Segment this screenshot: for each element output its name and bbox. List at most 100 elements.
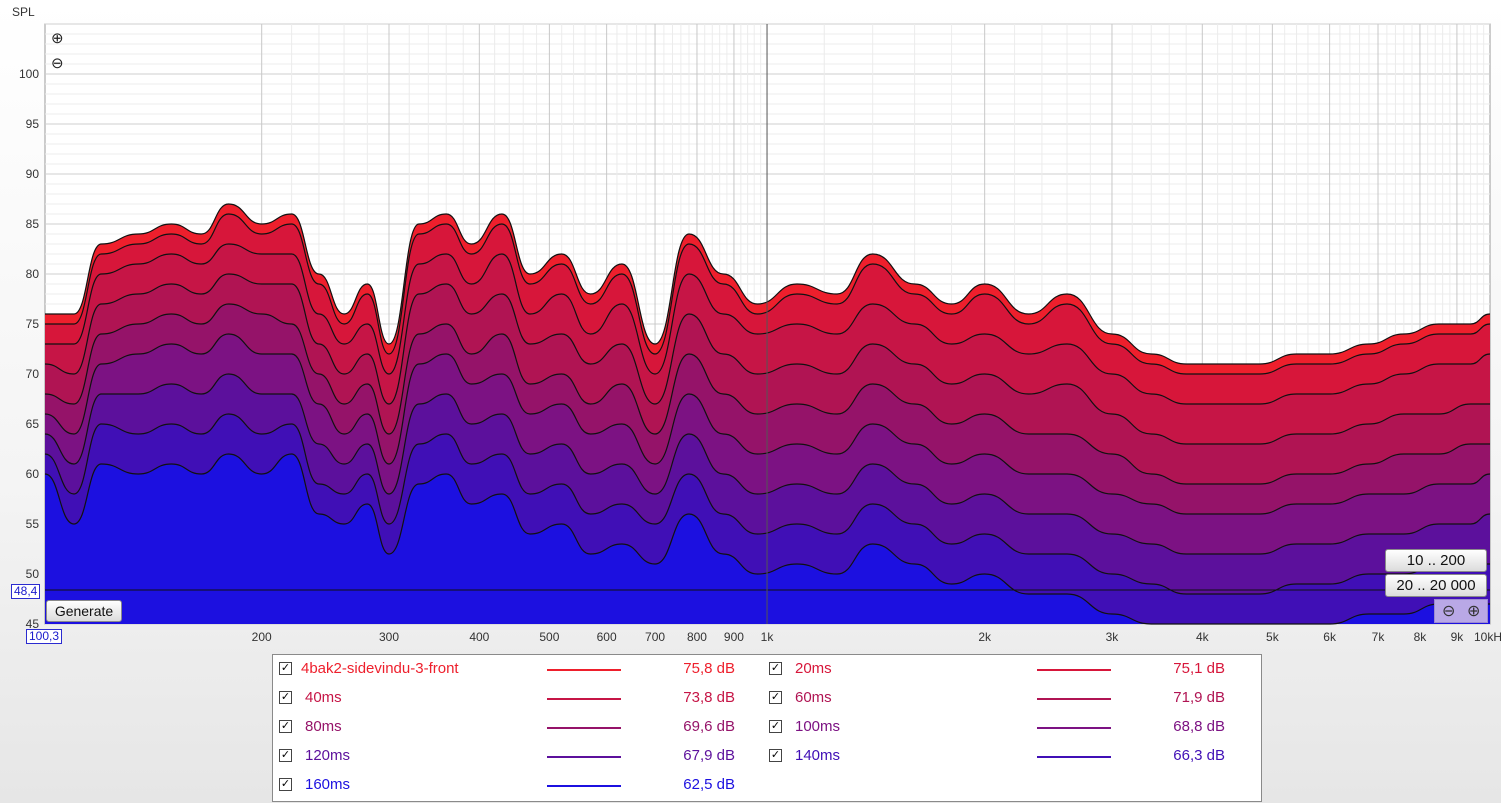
legend-series-name: 100ms (795, 718, 841, 735)
x-zoom-controls: ⊖ ⊕ (1434, 599, 1488, 623)
legend-item[interactable]: ✓ 40ms 73,8 dB (279, 689, 759, 709)
legend-item[interactable]: ✓ 80ms 69,6 dB (279, 718, 759, 738)
legend-checkbox[interactable]: ✓ (769, 662, 782, 675)
legend-series-name: 20ms (795, 660, 832, 677)
cursor-y-value: 48,4 (11, 584, 41, 599)
range-20-20000-button[interactable]: 20 .. 20 000 (1385, 574, 1487, 597)
legend-swatch (547, 785, 621, 787)
legend-checkbox[interactable]: ✓ (279, 749, 292, 762)
legend-item[interactable]: ✓ 60ms 71,9 dB (769, 689, 1249, 709)
y-tick-label: 60 (26, 467, 40, 481)
y-tick-label: 55 (26, 517, 40, 531)
legend-swatch (1037, 756, 1111, 758)
x-zoom-in-icon[interactable]: ⊕ (1467, 603, 1481, 620)
x-tick-label: 600 (597, 630, 617, 644)
x-tick-label: 1k (761, 630, 775, 644)
series-line-60ms (44, 273, 1490, 445)
legend-series-name: 40ms (305, 689, 342, 706)
legend-swatch (547, 727, 621, 729)
x-tick-label: 800 (687, 630, 707, 644)
legend-swatch (547, 698, 621, 700)
y-tick-label: 50 (26, 567, 40, 581)
legend-level-value: 69,6 dB (683, 718, 735, 735)
legend-item[interactable]: ✓ 20ms 75,1 dB (769, 660, 1249, 680)
legend-swatch (547, 669, 621, 671)
series-line-4bak2-sidevindu-3-front (45, 203, 1491, 365)
y-axis: 100 95 90 85 80 75 70 65 60 55 50 45 (19, 67, 39, 631)
legend-item[interactable]: ✓ 160ms 62,5 dB (279, 776, 759, 796)
x-tick-label: 400 (469, 630, 489, 644)
zoom-out-icon[interactable]: ⊖ (51, 55, 64, 72)
x-tick-label: 9k (1451, 630, 1465, 644)
legend-checkbox[interactable]: ✓ (279, 691, 292, 704)
series-line-40ms (44, 243, 1491, 405)
legend-series-name: 60ms (795, 689, 832, 706)
legend-item[interactable]: ✓ 140ms 66,3 dB (769, 747, 1249, 767)
legend-level-value: 67,9 dB (683, 747, 735, 764)
legend-series-name: 120ms (305, 747, 351, 764)
series-line-160ms (44, 453, 1490, 625)
legend: ✓ 4bak2-sidevindu-3-front 75,8 dB ✓ 20ms 75,1… (272, 654, 1262, 802)
x-zoom-out-icon[interactable]: ⊖ (1442, 603, 1456, 620)
legend-checkbox[interactable]: ✓ (279, 778, 292, 791)
legend-level-value: 71,9 dB (1173, 689, 1225, 706)
spectral-decay-chart[interactable]: 200 300 400 500 600 700 800 900 1k 2k 3k 4k 5k 6k 7k 8k… (0, 0, 1501, 650)
legend-swatch (547, 756, 621, 758)
legend-swatch (1037, 669, 1111, 671)
y-tick-label: 80 (26, 267, 40, 281)
legend-swatch (1037, 727, 1111, 729)
range-10-200-button[interactable]: 10 .. 200 (1385, 549, 1487, 572)
x-axis: 200 300 400 500 600 700 800 900 1k 2k 3k 4k 5k 6k 7k 8k… (252, 630, 1501, 644)
x-tick-label: 7k (1372, 630, 1386, 644)
legend-level-value: 73,8 dB (683, 689, 735, 706)
legend-level-value: 75,8 dB (683, 660, 735, 677)
zoom-in-icon[interactable]: ⊕ (51, 30, 64, 47)
y-tick-label: 95 (26, 117, 40, 131)
legend-item[interactable]: ✓ 120ms 67,9 dB (279, 747, 759, 767)
legend-item[interactable]: ✓ 4bak2-sidevindu-3-front 75,8 dB (279, 660, 759, 680)
legend-level-value: 66,3 dB (1173, 747, 1225, 764)
x-tick-label: 6k (1323, 630, 1337, 644)
y-tick-label: 45 (26, 617, 40, 631)
x-tick-label: 2k (978, 630, 992, 644)
legend-series-name: 4bak2-sidevindu-3-front (301, 660, 459, 677)
legend-checkbox[interactable]: ✓ (769, 720, 782, 733)
series-line-140ms (44, 413, 1490, 595)
x-tick-label: 8k (1414, 630, 1428, 644)
x-tick-label: 4k (1196, 630, 1210, 644)
generate-button[interactable]: Generate (46, 600, 122, 622)
legend-item[interactable]: ✓ 100ms 68,8 dB (769, 718, 1249, 738)
series-line-80ms (44, 303, 1490, 485)
y-tick-label: 85 (26, 217, 40, 231)
series-area-160ms (45, 454, 1490, 624)
legend-series-name: 140ms (795, 747, 841, 764)
legend-level-value: 62,5 dB (683, 776, 735, 793)
y-tick-label: 90 (26, 167, 40, 181)
x-tick-label: 200 (252, 630, 272, 644)
legend-checkbox[interactable]: ✓ (769, 691, 782, 704)
x-tick-label: 5k (1266, 630, 1280, 644)
x-tick-label: 500 (539, 630, 559, 644)
legend-checkbox[interactable]: ✓ (279, 720, 292, 733)
y-tick-label: 65 (26, 417, 40, 431)
x-tick-label: 900 (724, 630, 744, 644)
y-tick-label: 70 (26, 367, 40, 381)
legend-series-name: 160ms (305, 776, 351, 793)
y-axis-label: SPL (12, 5, 35, 19)
x-min-value: 100,3 (26, 629, 63, 644)
legend-checkbox[interactable]: ✓ (769, 749, 782, 762)
legend-swatch (1037, 698, 1111, 700)
y-tick-label: 100 (19, 67, 39, 81)
series-line-100ms (44, 333, 1491, 515)
y-tick-label: 75 (26, 317, 40, 331)
x-tick-label: 10kHz (1474, 630, 1501, 644)
legend-series-name: 80ms (305, 718, 342, 735)
x-tick-label: 700 (645, 630, 665, 644)
series-line-120ms (44, 373, 1491, 555)
x-tick-label: 3k (1106, 630, 1120, 644)
legend-checkbox[interactable]: ✓ (279, 662, 292, 675)
series-line-20ms (45, 213, 1491, 375)
legend-level-value: 75,1 dB (1173, 660, 1225, 677)
x-tick-label: 300 (379, 630, 399, 644)
legend-level-value: 68,8 dB (1173, 718, 1225, 735)
